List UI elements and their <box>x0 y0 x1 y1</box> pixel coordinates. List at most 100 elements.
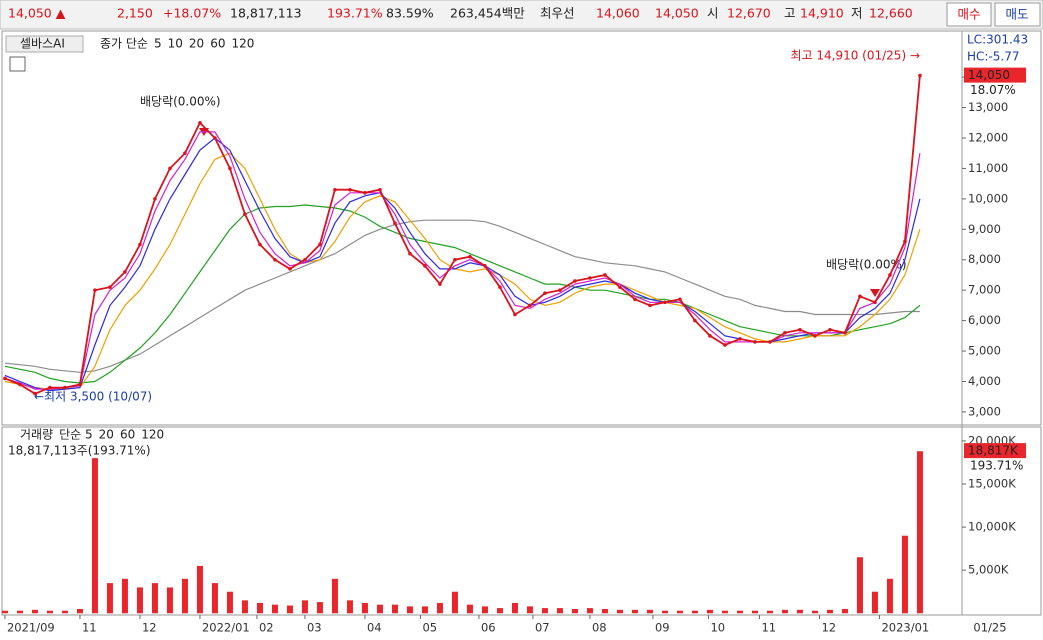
x-tick-label: 2023/01 <box>881 621 929 635</box>
x-tick-label: 08 <box>592 621 607 635</box>
last-value-box <box>964 67 1026 83</box>
legend-entry: 60 <box>120 428 135 442</box>
volume-info: 18,817,113주(193.71%) <box>8 444 151 458</box>
price-point <box>528 303 532 308</box>
y-tick-label: 10,000 <box>968 191 1008 205</box>
price-point <box>333 187 337 192</box>
volume-bar <box>226 591 233 614</box>
x-tick-label: 03 <box>307 621 322 635</box>
price-point <box>288 267 292 271</box>
y-tick-label: 11,000 <box>968 161 1008 175</box>
price-point <box>408 251 412 256</box>
volume-bar <box>766 610 773 614</box>
last-date: 01/25 <box>973 621 1006 635</box>
x-tick-label: 11 <box>761 621 776 635</box>
price-point <box>753 340 757 344</box>
price-point <box>513 312 517 317</box>
y-tick-label: 6,000 <box>968 313 1001 327</box>
price-point <box>303 257 307 262</box>
price-point <box>153 197 157 201</box>
y-tick-label: 7,000 <box>968 283 1001 297</box>
legend-entry: 10 <box>168 37 183 51</box>
price-point <box>633 297 637 302</box>
table-icon[interactable] <box>9 56 26 72</box>
price-point <box>603 273 607 277</box>
price-point <box>378 187 382 192</box>
x-tick-label: 05 <box>422 621 437 635</box>
price-point <box>663 300 667 305</box>
price-point <box>618 285 622 289</box>
legend-entry: 거래량 <box>20 428 53 442</box>
x-tick-label: 10 <box>710 621 725 635</box>
y-tick-label: 9,000 <box>968 222 1001 236</box>
price-point <box>693 318 697 323</box>
low-annotation: ←최저 3,500 (10/07) <box>34 390 152 404</box>
open: 12,670 <box>727 6 771 21</box>
last-value-label: 14,050 <box>968 68 1010 82</box>
volume-bar <box>796 609 803 614</box>
price-point <box>438 282 442 286</box>
volume-bar <box>826 609 833 614</box>
price-point <box>648 303 652 308</box>
legend-entry: 120 <box>141 428 164 442</box>
annotation: 배당락(0.00%) <box>826 258 907 272</box>
price-point <box>348 187 352 192</box>
name-box <box>5 35 84 53</box>
ask: 14,060 <box>596 6 640 21</box>
price-point <box>828 327 832 332</box>
last-change: 193.71% <box>970 459 1023 473</box>
price-point <box>258 242 262 247</box>
price-point <box>363 190 367 195</box>
sell-button[interactable] <box>994 2 1041 27</box>
price-point <box>678 297 682 302</box>
x-tick-label: 09 <box>655 621 670 635</box>
y-tick-label: 10,000K <box>968 520 1016 534</box>
price-point <box>903 239 907 244</box>
buy-button[interactable] <box>946 2 992 27</box>
legend-entry: 종가 단순 <box>100 37 148 51</box>
volume-panel <box>1 426 1042 616</box>
volume-bar <box>661 610 668 614</box>
volume-bar <box>736 610 743 614</box>
volume-bar <box>721 610 728 614</box>
low-label: 저 <box>851 6 863 21</box>
volume-bar <box>541 608 548 614</box>
price-point <box>228 166 232 171</box>
price-point <box>198 120 202 125</box>
price-point <box>63 385 67 390</box>
price-point <box>138 242 142 247</box>
legend-entry: 120 <box>231 37 254 51</box>
price: 14,050 ▲ <box>8 6 66 21</box>
price-point <box>708 334 712 338</box>
price-point <box>318 242 322 247</box>
buy-label[interactable]: 매수 <box>957 7 980 22</box>
price-point <box>483 264 487 268</box>
volume: 18,817,113 <box>230 6 302 21</box>
volume-bar <box>61 610 68 614</box>
volume-bar <box>301 600 308 614</box>
price-point <box>213 136 217 140</box>
volume-bar <box>886 578 893 614</box>
volume-bar <box>436 602 443 614</box>
price-point <box>498 285 502 289</box>
price-point <box>453 257 457 262</box>
price-point <box>108 285 112 289</box>
x-tick-label: 07 <box>535 621 550 635</box>
volume-bar <box>286 605 293 614</box>
lc: LC:301.43 <box>967 33 1028 47</box>
low: 12,660 <box>869 6 913 21</box>
sell-label[interactable]: 매도 <box>1005 7 1028 22</box>
price-point <box>393 221 397 226</box>
y-tick-label: 4,000 <box>968 374 1001 388</box>
x-tick-label: 2022/01 <box>202 621 250 635</box>
price-point <box>858 294 862 299</box>
volume-bar <box>136 587 143 614</box>
volume-bar <box>646 609 653 614</box>
volume-bar <box>46 610 53 614</box>
bid: 14,050 <box>655 6 699 21</box>
volume-bar <box>121 578 128 614</box>
legend-entry: 5 <box>154 37 162 51</box>
dividend-marker <box>870 289 880 297</box>
price-point <box>798 327 802 332</box>
